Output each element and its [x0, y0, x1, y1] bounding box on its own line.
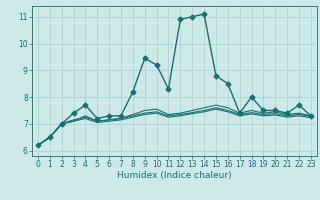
X-axis label: Humidex (Indice chaleur): Humidex (Indice chaleur) — [117, 171, 232, 180]
